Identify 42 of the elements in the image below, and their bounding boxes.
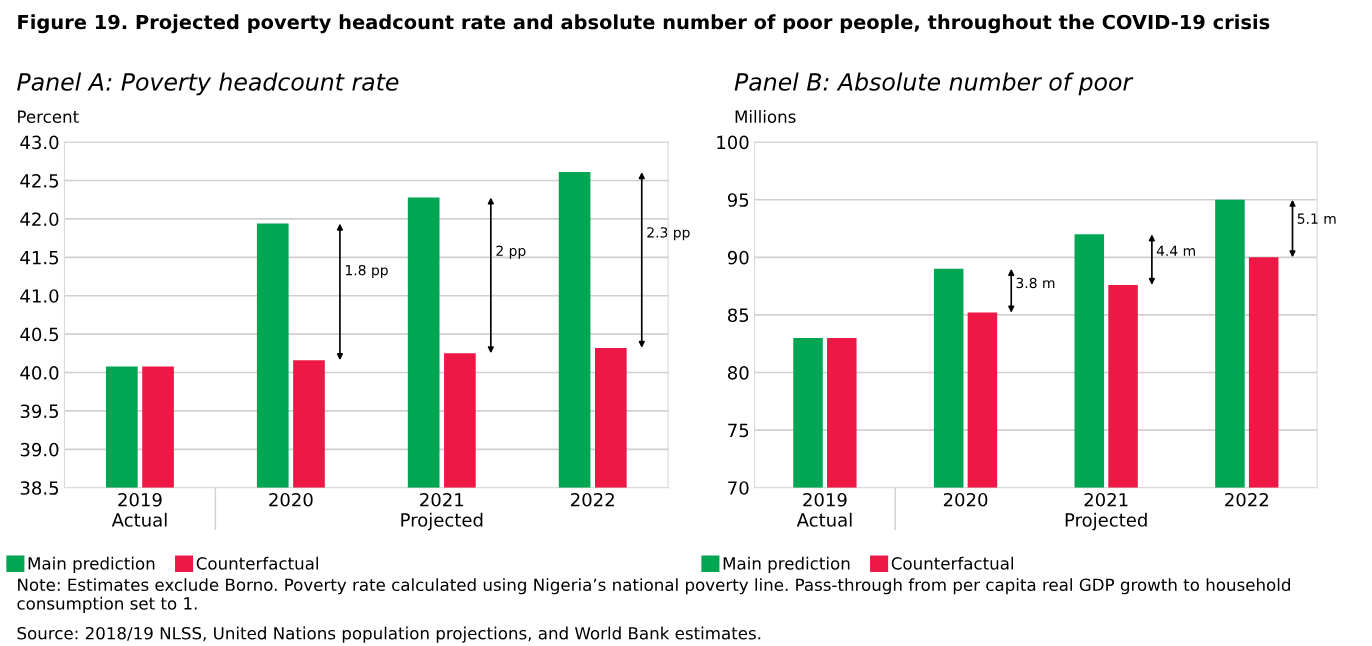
x-tick-label: 2021 Projected: [1065, 492, 1147, 531]
legend-label: Counterfactual: [891, 556, 1014, 570]
x-tick-label: 2019 Actual: [111, 492, 167, 527]
x-tick-label: 2022: [1225, 492, 1268, 507]
chart-subtitle: Panel B: Absolute number of poor: [734, 72, 1134, 96]
legend-label: Main prediction: [723, 556, 850, 573]
chart-subtitle: Panel A: Poverty headcount rate: [17, 72, 399, 96]
y-tick-label: 80: [727, 365, 749, 380]
y-tick-label: 75: [728, 423, 749, 438]
y-tick-label: 38.5: [20, 481, 59, 495]
y-tick-label: 70: [728, 481, 749, 495]
y-tick-label: 39.0: [20, 442, 59, 457]
annotation: 3.8 m: [1016, 277, 1055, 289]
y-axis-title: Millions: [735, 110, 796, 123]
x-tick-label: 2019 Actual: [796, 492, 852, 527]
annotation: 2.3 pp: [647, 227, 690, 241]
annotation: 2 pp: [496, 245, 526, 259]
y-axis-title: Percent: [18, 110, 79, 123]
annotation: 5.1 m: [1297, 213, 1336, 224]
y-tick-label: 42.0: [20, 212, 59, 227]
legend-label: Counterfactual: [196, 556, 318, 570]
y-tick-label: 43.0: [20, 135, 59, 150]
y-tick-label: 95: [727, 193, 749, 207]
annotation: 4.4 m: [1156, 245, 1195, 256]
y-tick-label: 40.5: [20, 327, 59, 342]
legend-label: Main prediction: [28, 556, 155, 573]
source-note: Source: 2018/19 NLSS, United Nations population projections, and World Bank estimates.: [17, 626, 761, 643]
y-tick-label: 90: [727, 250, 749, 265]
y-tick-label: 40.0: [20, 365, 59, 380]
y-tick-label: 85: [727, 308, 749, 323]
y-tick-label: 42.5: [20, 173, 59, 188]
y-tick-label: 41.5: [20, 251, 59, 265]
x-tick-label: 2020: [269, 492, 313, 507]
y-tick-label: 39.5: [20, 404, 59, 419]
x-tick-label: 2021 Projected: [401, 492, 483, 531]
annotation: 1.8 pp: [345, 264, 388, 279]
y-tick-label: 41.0: [20, 289, 59, 303]
x-tick-label: 2020: [943, 492, 988, 507]
chart-title: Figure 19. Projected poverty headcount rate and absolute number of poor people, throughout the COVID-19 crisis: [18, 14, 1270, 34]
x-tick-label: 2022: [571, 492, 614, 507]
text: Note: Estimates exclude Borno. Poverty rate calculated using Nigeria’s national poverty line. Pass-through from per capita real GDP growth to household consumption set to 1.: [17, 578, 1290, 613]
y-tick-label: 100: [717, 135, 749, 150]
